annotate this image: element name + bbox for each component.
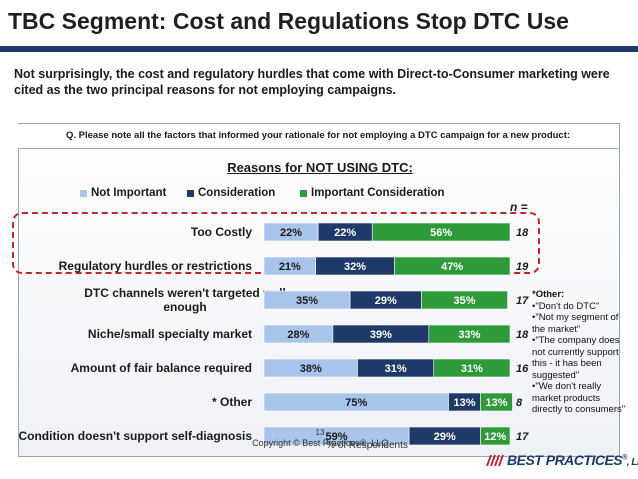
label-important: 47% (441, 261, 463, 273)
label-not-important: 21% (279, 261, 301, 273)
category-label: Regulatory hurdles or restrictions (59, 259, 253, 273)
label-important: 12% (484, 431, 506, 443)
chart-title: Reasons for NOT USING DTC: (227, 160, 413, 175)
label-not-important: 75% (345, 397, 367, 409)
legend-item-important: Important Consideration (300, 186, 445, 200)
other-note-item: •"The company does not currently support… (532, 335, 620, 381)
page-number: 13 (315, 428, 325, 437)
bar-important (428, 324, 511, 344)
n-value: 17 (516, 431, 529, 443)
label-important: 56% (430, 227, 452, 239)
other-note-item: •"Not my segment of the market" (532, 312, 619, 335)
label-consideration: 32% (344, 261, 366, 273)
bar-important (394, 256, 511, 276)
label-not-important: 28% (287, 329, 309, 341)
legend-label-important: Important Consideration (311, 187, 445, 199)
category-label: * Other (212, 395, 252, 409)
n-value: 16 (516, 363, 529, 375)
label-important: 33% (458, 329, 480, 341)
label-important: 35% (453, 295, 475, 307)
label-consideration: 13% (453, 397, 475, 409)
category-label: Too Costly (191, 225, 252, 239)
n-value: 18 (516, 227, 529, 239)
best-practices-logo: BEST PRACTICES®, LLC (485, 452, 638, 468)
legend-label-not-important: Not Important (91, 187, 167, 199)
legend-swatch-not-important (80, 189, 87, 197)
n-value: 18 (516, 329, 529, 341)
label-not-important: 22% (280, 227, 302, 239)
survey-question: Q. Please note all the factors that info… (18, 124, 618, 149)
legend-item-consideration: Consideration (187, 186, 275, 200)
label-consideration: 29% (434, 431, 456, 443)
other-note-heading: *Other: (532, 289, 565, 300)
copyright: Copyright © Best Practices®, LLC (252, 438, 388, 448)
intro-text: Not surprisingly, the cost and regulator… (14, 67, 610, 97)
bar-important (371, 222, 511, 242)
n-value: 8 (516, 397, 523, 409)
category-label: Niche/small specialty market (88, 327, 252, 341)
bar-important (480, 426, 511, 446)
category-label: Condition doesn't support self-diagnosis (18, 429, 252, 443)
page-title: TBC Segment: Cost and Regulations Stop D… (8, 8, 569, 34)
label-consideration: 22% (334, 227, 356, 239)
label-important: 31% (461, 363, 483, 375)
label-not-important: 35% (296, 295, 318, 307)
category-label: Amount of fair balance required (71, 361, 252, 375)
n-value: 17 (516, 295, 529, 307)
legend-swatch-consideration (187, 189, 194, 197)
label-important: 13% (485, 397, 507, 409)
label-not-important: 38% (300, 363, 322, 375)
label-not-important: 59% (326, 431, 348, 443)
title-rule (0, 46, 638, 52)
n-label: n = (510, 200, 528, 214)
other-note-item: •"Don't do DTC" (532, 300, 600, 312)
category-label: DTC channels weren't targeted well enough (84, 286, 286, 314)
label-consideration: 29% (375, 295, 397, 307)
logo-stripes-icon (485, 455, 507, 466)
legend-item-not-important: Not Important (80, 186, 166, 200)
bar-important (433, 358, 511, 378)
other-note: *Other: •"Don't do DTC" •"Not my segment… (532, 289, 632, 416)
legend-swatch-important (300, 189, 307, 197)
label-consideration: 39% (370, 329, 392, 341)
bar-important (421, 290, 508, 310)
legend-label-consideration: Consideration (198, 187, 276, 199)
bar-important (480, 392, 513, 412)
other-note-item: •"We don't really market products direct… (532, 381, 626, 415)
x-axis-label: % of Respondents (326, 440, 408, 451)
n-value: 19 (516, 261, 529, 273)
label-consideration: 31% (385, 363, 407, 375)
